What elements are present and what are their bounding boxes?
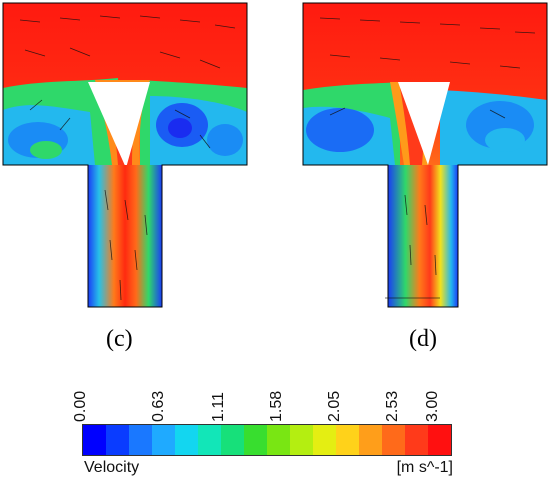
colorbar-segment: [382, 425, 405, 455]
colorbar-title: Velocity: [84, 459, 140, 476]
colorbar-segment: [290, 425, 313, 455]
colorbar-unit: [m s^-1]: [396, 459, 453, 476]
colorbar-tick: 1.58: [268, 390, 285, 422]
velocity-field-d: [302, 2, 548, 308]
colorbar-tick: 0.63: [150, 390, 167, 422]
colorbar-segment: [313, 425, 336, 455]
colorbar-ticks: 0.00 0.63 1.11 1.58 2.05 2.53 3.00: [72, 362, 452, 422]
colorbar-segment: [267, 425, 290, 455]
colorbar-tick: 2.53: [384, 390, 401, 422]
colorbar-segment: [175, 425, 198, 455]
colorbar-segment: [129, 425, 152, 455]
panel-c: [0, 0, 250, 310]
colorbar-tick: 0.00: [72, 390, 89, 422]
colorbar-segment: [152, 425, 175, 455]
colorbar-segment: [221, 425, 244, 455]
colorbar-tick: 3.00: [424, 390, 441, 422]
panel-d: [300, 0, 550, 310]
colorbar-segment: [428, 425, 451, 455]
velocity-field-c: [2, 2, 248, 308]
panel-label-d: (d): [409, 326, 437, 352]
colorbar-tick: 2.05: [326, 390, 343, 422]
colorbar-tick: 1.11: [210, 392, 227, 422]
colorbar-segment: [359, 425, 382, 455]
colorbar-segment: [198, 425, 221, 455]
colorbar-segment: [405, 425, 428, 455]
panel-label-c: (c): [106, 326, 133, 352]
velocity-colorbar: [82, 424, 452, 456]
colorbar-segment: [83, 425, 106, 455]
colorbar-segment: [106, 425, 129, 455]
colorbar-segment: [336, 425, 359, 455]
colorbar-segment: [244, 425, 267, 455]
